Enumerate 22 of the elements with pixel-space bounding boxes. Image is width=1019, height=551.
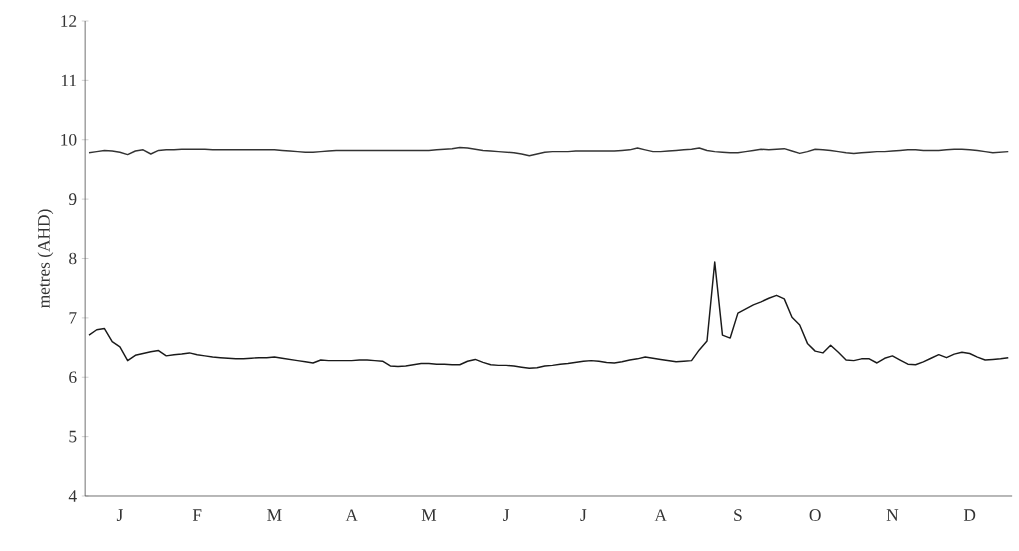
x-tick-label: N <box>886 509 899 521</box>
y-tick-label: 11 <box>61 74 77 87</box>
y-axis-title: metres (AHD) <box>37 209 54 308</box>
x-tick-label: M <box>267 509 282 521</box>
x-tick-label: J <box>503 509 510 521</box>
x-tick-label: O <box>809 509 821 522</box>
y-tick-label: 10 <box>61 133 77 146</box>
x-tick-label: M <box>421 509 437 521</box>
y-tick-label: 12 <box>61 15 77 27</box>
x-tick-label: A <box>345 509 358 521</box>
x-tick-label: D <box>963 509 976 521</box>
x-tick-label: A <box>654 509 667 521</box>
y-tick-label: 4 <box>68 490 77 502</box>
x-tick-label: S <box>734 509 742 522</box>
x-tick-label: F <box>192 509 202 521</box>
x-tick-label: J <box>580 509 587 521</box>
y-tick-label: 6 <box>69 371 77 384</box>
y-tick-label: 5 <box>69 430 77 443</box>
y-tick-label: 9 <box>69 193 77 205</box>
x-tick-label: J <box>116 509 123 521</box>
y-tick-label: 8 <box>69 252 77 265</box>
y-tick-label: 7 <box>69 312 77 324</box>
